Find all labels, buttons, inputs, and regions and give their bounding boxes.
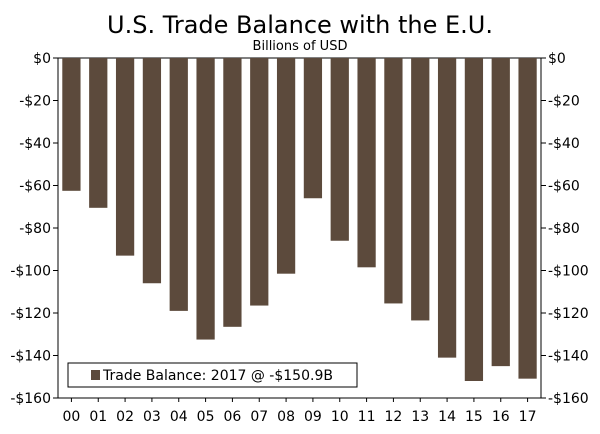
y-axis-left: $0 -$20 -$40 -$60 -$80 -$100 -$120 -$140 -$160 [10,51,58,407]
x-axis: 00 01 02 03 04 05 06 07 08 09 10 11 12 13 14 15 16 17 [63,398,537,425]
legend-label: Trade Balance: 2017 @ -$150.9B [102,368,333,384]
bar-15 [464,58,484,381]
y-tick-label-left: $0 [33,51,51,67]
x-tick-label-09: 09 [304,409,322,425]
legend: Trade Balance: 2017 @ -$150.9B [67,362,358,388]
x-tick-label-13: 13 [411,409,429,425]
bar-08 [276,58,296,274]
y-tick-label-right: $0 [548,51,566,67]
bar-17 [518,58,537,379]
x-tick-label-08: 08 [277,409,295,425]
y-tick-label-left: -$120 [10,306,51,322]
x-tick-label-00: 00 [63,409,81,425]
x-tick-label-04: 04 [170,409,188,425]
bar-13 [411,58,430,321]
y-tick-label-left: -$140 [10,349,51,365]
bar-12 [384,58,403,304]
y-tick-label-right: -$140 [548,349,589,365]
legend-swatch [91,370,100,380]
bar-03 [142,58,162,284]
x-tick-label-02: 02 [116,409,134,425]
bar-10 [330,58,349,241]
x-tick-label-17: 17 [519,409,537,425]
bar-05 [196,58,215,340]
x-tick-label-01: 01 [89,409,107,425]
x-tick-label-05: 05 [197,409,215,425]
x-tick-label-11: 11 [358,409,376,425]
chart-title: U.S. Trade Balance with the E.U. [107,11,493,39]
x-tick-label-15: 15 [465,409,483,425]
x-tick-label-03: 03 [143,409,161,425]
x-tick-label-07: 07 [250,409,268,425]
bars-group [62,58,537,381]
bar-02 [115,58,135,256]
chart-subtitle: Billions of USD [253,39,348,54]
x-tick-label-10: 10 [331,409,349,425]
y-tick-label-right: -$120 [548,306,589,322]
y-tick-label-right: -$20 [548,94,580,110]
y-axis-right: $0 -$20 -$40 -$60 -$80 -$100 -$120 -$140 -$160 [541,51,589,407]
y-tick-label-right: -$60 [548,179,580,195]
bar-11 [357,58,376,268]
y-tick-label-left: -$60 [19,179,51,195]
x-tick-label-16: 16 [492,409,510,425]
bar-01 [89,58,108,208]
y-tick-label-left: -$160 [10,391,51,407]
bar-07 [250,58,269,306]
plot-area [57,57,542,399]
legend-box [67,362,358,388]
bar-16 [491,58,510,367]
y-tick-label-left: -$80 [19,221,51,237]
x-tick-label-14: 14 [438,409,456,425]
x-tick-label-06: 06 [224,409,242,425]
bar-09 [303,58,323,199]
bar-04 [169,58,188,311]
y-tick-label-left: -$20 [19,94,51,110]
x-tick-label-12: 12 [385,409,403,425]
y-tick-label-right: -$80 [548,221,580,237]
bar-06 [223,58,242,327]
y-tick-label-right: -$100 [548,264,589,280]
y-tick-label-right: -$40 [548,136,580,152]
bar-00 [62,58,81,191]
y-tick-label-left: -$100 [10,264,51,280]
bar-14 [437,58,457,358]
y-tick-label-left: -$40 [19,136,51,152]
y-tick-label-right: -$160 [548,391,589,407]
